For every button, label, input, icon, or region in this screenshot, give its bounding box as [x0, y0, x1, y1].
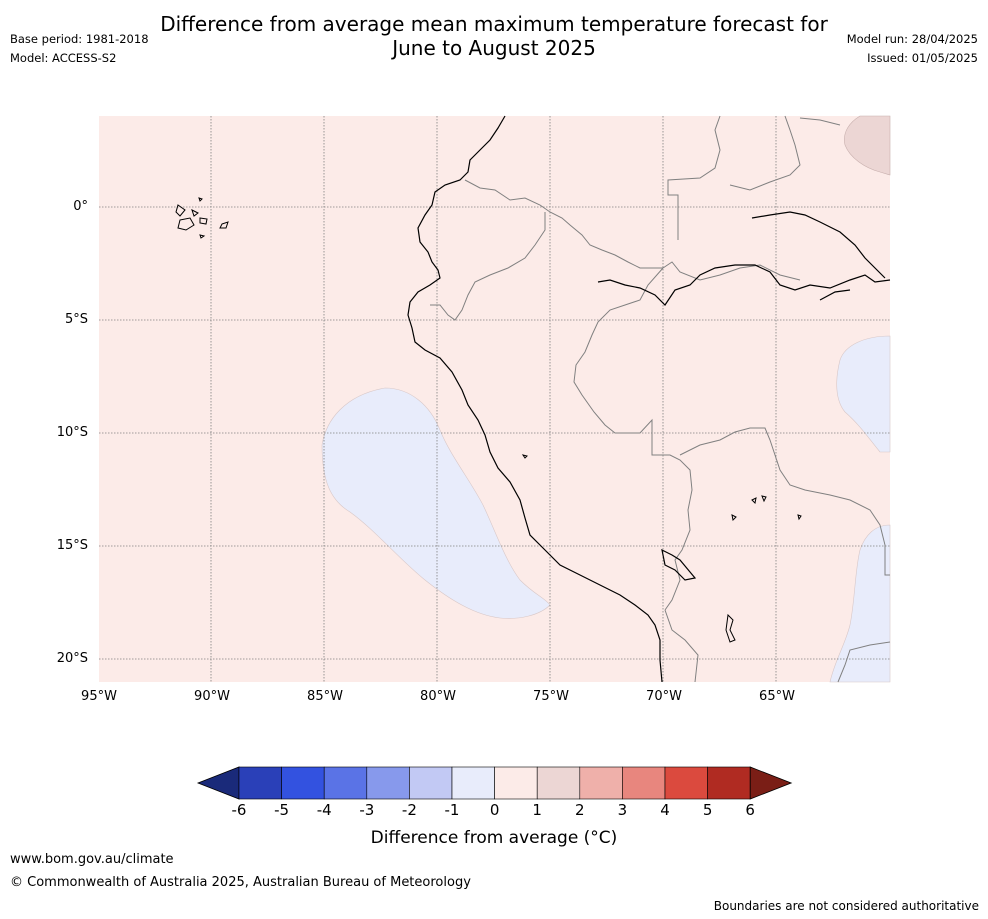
y-tick-2: 10°S	[56, 425, 88, 440]
colorbar	[196, 766, 793, 800]
colorbar-tick-label: -4	[316, 801, 332, 819]
warm-region-northeast	[844, 115, 891, 176]
x-tick-6: 65°W	[759, 689, 795, 704]
colorbar-tick-label: 0	[489, 801, 500, 819]
x-tick-3: 80°W	[420, 689, 456, 704]
x-tick-4: 75°W	[533, 689, 569, 704]
footer-disclaimer: Boundaries are not considered authoritat…	[713, 899, 979, 913]
colorbar-segment	[707, 766, 751, 800]
title-line-1: Difference from average mean maximum tem…	[160, 12, 828, 36]
y-tick-0: 0°	[73, 199, 88, 214]
colorbar-segment	[664, 766, 708, 800]
colorbar-segment	[409, 766, 453, 800]
model-run: Model run: 28/04/2025	[846, 32, 978, 46]
title-line-2: June to August 2025	[392, 36, 596, 60]
base-period: Base period: 1981-2018	[10, 32, 149, 46]
colorbar-segment	[494, 766, 538, 800]
country-borders	[430, 115, 891, 683]
colorbar-tick-label: 1	[532, 801, 542, 819]
meta-left: Base period: 1981-2018 Model: ACCESS-S2	[10, 30, 149, 68]
y-tick-4: 20°S	[56, 651, 88, 666]
colorbar-segment	[536, 766, 581, 800]
cool-region-east	[836, 335, 891, 453]
y-tick-3: 15°S	[56, 538, 88, 553]
galapagos-islands	[175, 197, 229, 239]
cool-region-ocean	[321, 387, 551, 619]
x-tick-5: 70°W	[646, 689, 682, 704]
meta-right: Model run: 28/04/2025 Issued: 01/05/2025	[847, 30, 978, 68]
colorbar-segment	[451, 766, 495, 800]
colorbar-segment	[366, 766, 410, 800]
gridlines	[99, 116, 890, 682]
model-name: Model: ACCESS-S2	[10, 51, 117, 65]
colorbar-arrow-low	[196, 766, 240, 800]
cool-region-southeast	[829, 524, 891, 683]
colorbar-tick-label: 2	[575, 801, 585, 819]
inland-lakes	[521, 454, 802, 643]
colorbar-label: Difference from average (°C)	[370, 828, 618, 848]
colorbar-arrow-high	[749, 766, 793, 800]
x-tick-0: 95°W	[81, 689, 117, 704]
colorbar-tick-label: -3	[359, 801, 375, 819]
colorbar-tick-label: 4	[660, 801, 670, 819]
footer-url[interactable]: www.bom.gov.au/climate	[10, 852, 174, 867]
colorbar-tick-label: 5	[702, 801, 713, 819]
x-tick-1: 90°W	[194, 689, 230, 704]
colorbar-segment	[238, 766, 282, 800]
colorbar-tick-label: -1	[444, 801, 460, 819]
colorbar-segment	[323, 766, 368, 800]
colorbar-segment	[622, 766, 666, 800]
colorbar-tick-label: 6	[745, 801, 755, 819]
y-tick-1: 5°S	[64, 312, 88, 327]
colorbar-tick-label: -2	[401, 801, 417, 819]
issued-date: Issued: 01/05/2025	[867, 51, 978, 65]
colorbar-tick-label: 3	[617, 801, 628, 819]
colorbar-segment	[579, 766, 623, 800]
map-title: Difference from average mean maximum tem…	[0, 12, 988, 60]
footer-copyright: © Commonwealth of Australia 2025, Austra…	[10, 875, 471, 890]
x-tick-2: 85°W	[307, 689, 343, 704]
colorbar-tick-label: -5	[274, 801, 290, 819]
colorbar-segment	[281, 766, 325, 800]
colorbar-tick-label: -6	[231, 801, 247, 819]
coastline	[407, 115, 891, 683]
